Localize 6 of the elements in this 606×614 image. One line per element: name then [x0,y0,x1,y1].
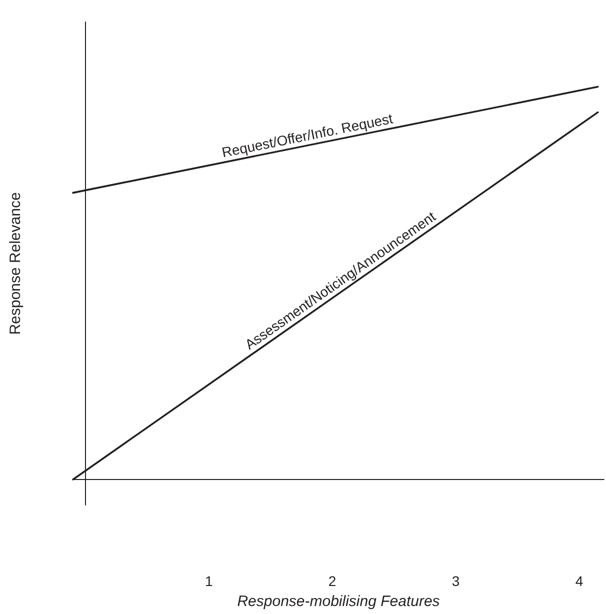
x-tick-label: 1 [204,573,213,589]
x-tick-label: 3 [452,573,460,589]
x-tick-label: 4 [575,573,584,589]
x-axis-title: Response-mobilising Features [237,593,440,610]
x-tick-label: 2 [328,573,336,589]
y-axis-title: Response Relevance [7,192,24,335]
